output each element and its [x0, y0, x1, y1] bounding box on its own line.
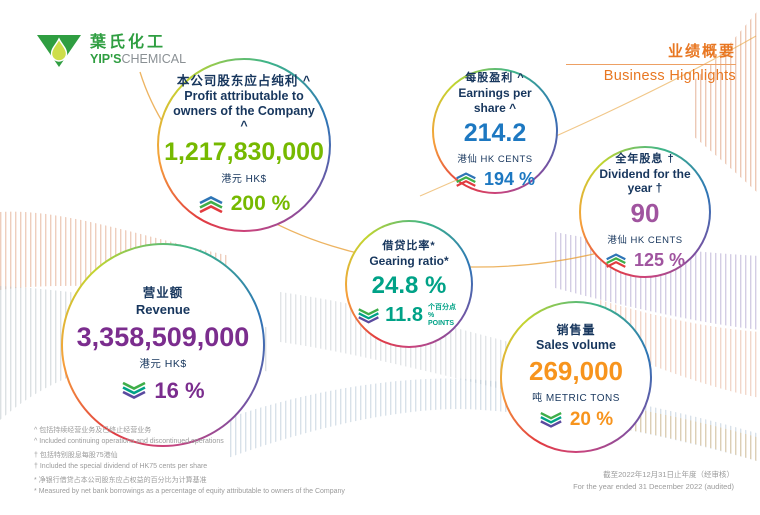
stat-circle-profit: 本公司股东应占纯利 ^ Profit attributable to owner… [157, 58, 331, 232]
change-indicator: 16 % [121, 377, 205, 404]
stat-circle-dividend: 全年股息 † Dividend for the year † 90 港仙 HK … [579, 146, 711, 278]
stat-value: 269,000 [529, 355, 623, 386]
page-title-en: Business Highlights [603, 68, 736, 84]
change-value: 200 % [230, 192, 291, 216]
change-indicator: 200 % [198, 192, 291, 216]
stat-value: 3,358,509,000 [76, 321, 250, 352]
stat-value: 90 [630, 198, 660, 229]
increase-chevron-icon [199, 195, 223, 213]
stat-unit: 吨 METRIC TONS [532, 393, 620, 405]
stat-value: 214.2 [463, 118, 527, 147]
stat-value: 24.8 % [371, 272, 447, 300]
logo-name-en: YIP'SCHEMICAL [90, 51, 187, 66]
stat-title-zh: 每股盈利 ^ [465, 72, 525, 85]
logo-name-zh: 葉氏化工 [90, 34, 167, 51]
stat-circle-sales-content: 销售量 Sales volume 269,000 吨 METRIC TONS 2… [502, 303, 650, 451]
stat-circle-sales: 销售量 Sales volume 269,000 吨 METRIC TONS 2… [500, 301, 652, 453]
stat-circle-eps: 每股盈利 ^ Earnings per share ^ 214.2 港仙 HK … [432, 68, 558, 194]
change-value: 20 % [569, 409, 614, 431]
stat-circle-eps-content: 每股盈利 ^ Earnings per share ^ 214.2 港仙 HK … [434, 70, 556, 192]
stat-title-en: Gearing ratio* [369, 253, 449, 268]
page-title-zh: 业绩概要 [566, 40, 736, 65]
stat-circle-revenue: 营业额 Revenue 3,358,509,000 港元 HK$ 16 % [61, 243, 265, 447]
change-indicator: 125 % [605, 250, 685, 271]
stat-title-zh: 全年股息 † [615, 152, 675, 165]
footnote-2: † 包括特别股息每股75港仙 † Included the special di… [34, 452, 208, 470]
footnote-1: ^ 包括持续经营业务及已终止经营业务 ^ Included continuing… [34, 427, 224, 445]
change-value: 11.8 [385, 304, 423, 327]
page-title: 业绩概要 Business Highlights [566, 40, 736, 84]
stat-circle-gearing: 借贷比率* Gearing ratio* 24.8 % 11.8 个百分点 % … [345, 220, 473, 348]
stat-circle-revenue-content: 营业额 Revenue 3,358,509,000 港元 HK$ 16 % [63, 245, 263, 445]
decrease-chevron-icon [540, 412, 562, 429]
change-value: 194 % [483, 168, 536, 189]
stat-title-zh: 营业额 [142, 286, 184, 301]
stat-title-en: Revenue [135, 301, 191, 317]
stat-unit: 港元 HK$ [221, 174, 267, 186]
stat-title-zh: 销售量 [556, 322, 596, 337]
reporting-period: 截至2022年12月31日止年度（经审核） For the year ended… [573, 469, 734, 493]
footnote-3: * 净银行借贷占本公司股东应占权益的百分比为计算基准 * Measured by… [34, 477, 345, 495]
stat-title-zh: 本公司股东应占纯利 ^ [176, 73, 312, 88]
stat-value: 1,217,830,000 [164, 138, 324, 167]
change-value: 125 % [633, 250, 686, 271]
logo-drop-triangle-icon [37, 35, 81, 67]
decrease-chevron-icon [358, 308, 379, 324]
stat-title-en: Dividend for the year † [599, 166, 691, 195]
change-indicator: 194 % [455, 169, 535, 190]
change-value: 16 % [154, 377, 205, 403]
stat-unit: 港仙 HK CENTS [607, 235, 683, 247]
footnotes: ^ 包括持续经营业务及已终止经营业务 ^ Included continuing… [34, 426, 345, 501]
stat-title-zh: 借贷比率* [382, 240, 436, 253]
decrease-chevron-icon [122, 382, 147, 400]
increase-chevron-icon [456, 171, 476, 187]
stat-circle-gearing-content: 借贷比率* Gearing ratio* 24.8 % 11.8 个百分点 % … [347, 222, 471, 346]
reporting-period-en: For the year ended 31 December 2022 (aud… [573, 482, 734, 491]
stat-circle-dividend-content: 全年股息 † Dividend for the year † 90 港仙 HK … [581, 148, 709, 276]
stat-circle-profit-content: 本公司股东应占纯利 ^ Profit attributable to owner… [159, 60, 329, 230]
stat-title-en: Earnings per share ^ [458, 86, 532, 115]
increase-chevron-icon [606, 253, 626, 269]
change-indicator: 11.8 个百分点 % POINTS [357, 304, 461, 328]
logo-text: 葉氏化工 YIP'SCHEMICAL [90, 34, 186, 67]
stat-unit: 港元 HK$ [139, 357, 187, 370]
company-logo: 葉氏化工 YIP'SCHEMICAL [36, 34, 186, 68]
stat-title-en: Profit attributable to owners of the Com… [173, 89, 315, 134]
stat-unit: 港仙 HK CENTS [457, 153, 533, 165]
reporting-period-zh: 截至2022年12月31日止年度（经审核） [603, 470, 734, 479]
stat-title-en: Sales volume [536, 337, 616, 352]
change-indicator: 20 % [539, 409, 613, 431]
change-suffix: 个百分点 % POINTS [427, 303, 456, 327]
